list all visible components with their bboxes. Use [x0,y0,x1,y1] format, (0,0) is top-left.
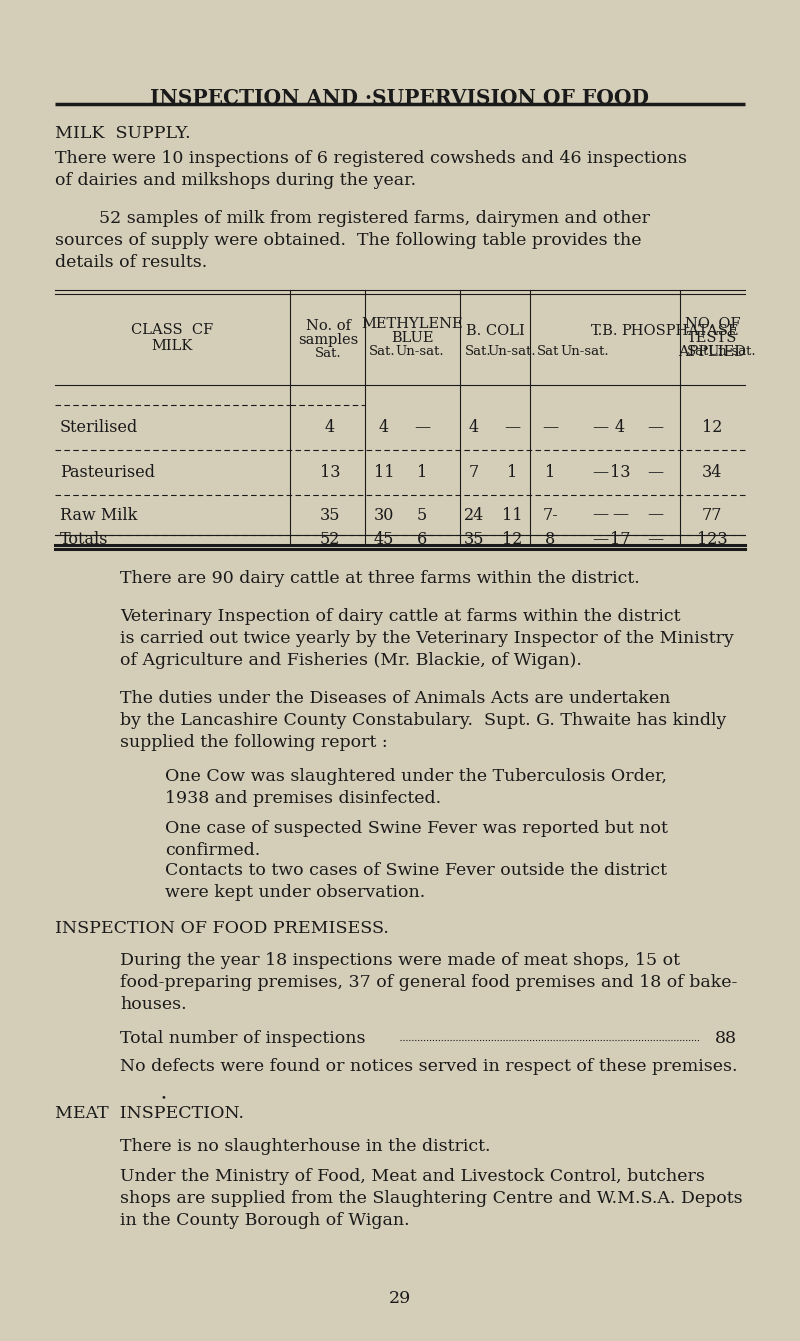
Text: 12: 12 [702,418,722,436]
Text: Sterilised: Sterilised [60,418,138,436]
Text: Pasteurised: Pasteurised [60,464,155,481]
Text: of Agriculture and Fisheries (Mr. Blackie, of Wigan).: of Agriculture and Fisheries (Mr. Blacki… [120,652,582,669]
Text: Sat: Sat [687,345,709,358]
Text: houses.: houses. [120,996,186,1012]
Text: No defects were found or notices served in respect of these premises.: No defects were found or notices served … [120,1058,738,1075]
Text: 8: 8 [545,531,555,548]
Text: APPLIED: APPLIED [678,345,746,358]
Text: T.B.: T.B. [591,323,618,338]
Text: 4: 4 [615,418,625,436]
Text: were kept under observation.: were kept under observation. [165,884,426,901]
Text: Raw Milk: Raw Milk [60,507,138,523]
Text: INSPECTION AND ·SUPERVISION OF FOOD: INSPECTION AND ·SUPERVISION OF FOOD [150,89,650,109]
Text: shops are supplied from the Slaughtering Centre and W.M.S.A. Depots: shops are supplied from the Slaughtering… [120,1189,742,1207]
Text: One case of suspected Swine Fever was reported but not: One case of suspected Swine Fever was re… [165,819,668,837]
Text: 13: 13 [320,464,340,481]
Text: Un-sat.: Un-sat. [708,345,756,358]
Text: NO. OF: NO. OF [685,316,740,330]
Text: samples: samples [298,333,358,346]
Text: There are 90 dairy cattle at three farms within the district.: There are 90 dairy cattle at three farms… [120,570,640,587]
Text: Veterinary Inspection of dairy cattle at farms within the district: Veterinary Inspection of dairy cattle at… [120,607,681,625]
Text: —: — [542,418,558,436]
Text: During the year 18 inspections were made of meat shops, 15 ot: During the year 18 inspections were made… [120,952,680,970]
Text: CLASS  CF: CLASS CF [131,322,214,337]
Text: —: — [414,418,430,436]
Text: in the County Borough of Wigan.: in the County Borough of Wigan. [120,1212,410,1228]
Text: 12: 12 [502,531,522,548]
Text: MILK  SUPPLY.: MILK SUPPLY. [55,125,190,142]
Text: 52: 52 [320,531,340,548]
Text: 4: 4 [325,418,335,436]
Text: —: — [592,531,608,548]
Text: •: • [160,1093,166,1102]
Text: —: — [592,418,608,436]
Text: by the Lancashire County Constabulary.  Supt. G. Thwaite has kindly: by the Lancashire County Constabulary. S… [120,712,726,730]
Text: 29: 29 [389,1290,411,1307]
Text: Un-sat.: Un-sat. [488,345,536,358]
Text: MILK: MILK [152,338,193,353]
Text: 4: 4 [469,418,479,436]
Text: confirmed.: confirmed. [165,842,260,860]
Text: There were 10 inspections of 6 registered cowsheds and 46 inspections: There were 10 inspections of 6 registere… [55,150,687,168]
Text: 35: 35 [464,531,484,548]
Text: —: — [504,418,520,436]
Text: —: — [647,418,663,436]
Text: Sat.: Sat. [314,347,342,359]
Text: 4: 4 [379,418,389,436]
Text: 1: 1 [507,464,517,481]
Text: Sat.: Sat. [369,345,395,358]
Text: —: — [592,464,608,481]
Text: No. of: No. of [306,319,350,333]
Text: B. COLI: B. COLI [466,323,524,338]
Text: food-preparing premises, 37 of general food premises and 18 of bake-: food-preparing premises, 37 of general f… [120,974,738,991]
Text: is carried out twice yearly by the Veterinary Inspector of the Ministry: is carried out twice yearly by the Veter… [120,630,734,646]
Text: BLUE: BLUE [391,330,434,345]
Text: 88: 88 [715,1030,737,1047]
Text: sources of supply were obtained.  The following table provides the: sources of supply were obtained. The fol… [55,232,642,249]
Text: 5: 5 [417,507,427,523]
Text: 11: 11 [374,464,394,481]
Text: MEAT  INSPECTION.: MEAT INSPECTION. [55,1105,244,1122]
Text: —: — [647,507,663,523]
Text: —: — [647,464,663,481]
Text: 7: 7 [469,464,479,481]
Text: —: — [592,507,608,523]
Text: 1: 1 [417,464,427,481]
Text: The duties under the Diseases of Animals Acts are undertaken: The duties under the Diseases of Animals… [120,691,670,707]
Text: 52 samples of milk from registered farms, dairymen and other: 52 samples of milk from registered farms… [55,211,650,227]
Text: 77: 77 [702,507,722,523]
Text: Un-sat.: Un-sat. [561,345,610,358]
Text: There is no slaughterhouse in the district.: There is no slaughterhouse in the distri… [120,1139,490,1155]
Text: Total number of inspections: Total number of inspections [120,1030,366,1047]
Text: —: — [612,507,628,523]
Text: Contacts to two cases of Swine Fever outside the district: Contacts to two cases of Swine Fever out… [165,862,667,878]
Text: details of results.: details of results. [55,253,207,271]
Text: Sat.: Sat. [465,345,491,358]
Text: INSPECTION OF FOOD PREMISESS.: INSPECTION OF FOOD PREMISESS. [55,920,389,937]
Text: Totals: Totals [60,531,109,548]
Text: METHYLENE: METHYLENE [362,316,463,330]
Text: 45: 45 [374,531,394,548]
Text: —: — [647,531,663,548]
Text: PHOSPHATASE: PHOSPHATASE [622,323,738,338]
Text: 11: 11 [502,507,522,523]
Text: 34: 34 [702,464,722,481]
Text: Under the Ministry of Food, Meat and Livestock Control, butchers: Under the Ministry of Food, Meat and Liv… [120,1168,705,1185]
Text: 7-: 7- [542,507,558,523]
Text: 123: 123 [697,531,727,548]
Text: 17: 17 [610,531,630,548]
Text: TESTS: TESTS [687,330,738,345]
Text: 1: 1 [545,464,555,481]
Text: supplied the following report :: supplied the following report : [120,734,388,751]
Text: 13: 13 [610,464,630,481]
Text: 24: 24 [464,507,484,523]
Text: 30: 30 [374,507,394,523]
Text: of dairies and milkshops during the year.: of dairies and milkshops during the year… [55,172,416,189]
Text: Un-sat.: Un-sat. [396,345,444,358]
Text: Sat: Sat [537,345,559,358]
Text: 35: 35 [320,507,340,523]
Text: 1938 and premises disinfected.: 1938 and premises disinfected. [165,790,441,807]
Text: One Cow was slaughtered under the Tuberculosis Order,: One Cow was slaughtered under the Tuberc… [165,768,667,784]
Text: 6: 6 [417,531,427,548]
